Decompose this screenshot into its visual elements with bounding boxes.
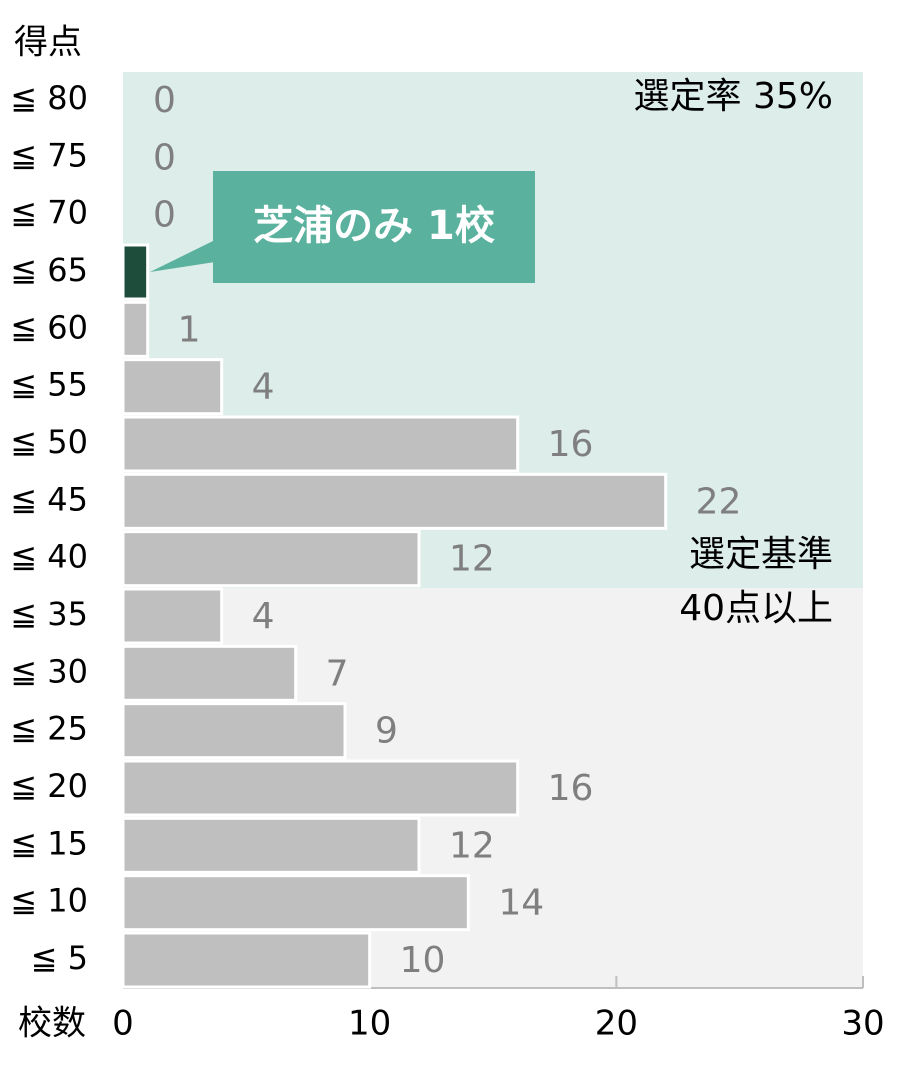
bar bbox=[121, 300, 150, 358]
data-label: 0 bbox=[153, 195, 176, 236]
data-label: 1 bbox=[178, 309, 201, 350]
data-label: 9 bbox=[375, 711, 398, 752]
criteria-annotation: 選定基準 bbox=[689, 534, 833, 575]
y-tick-label: ≦ 40 bbox=[10, 538, 88, 576]
data-label: 4 bbox=[252, 367, 275, 408]
y-tick-label: ≦ 45 bbox=[10, 480, 88, 518]
x-tick-label: 20 bbox=[595, 1004, 638, 1044]
callout-box bbox=[213, 171, 535, 283]
bar bbox=[121, 472, 668, 530]
data-label: 22 bbox=[696, 481, 742, 522]
x-tick-label: 0 bbox=[112, 1004, 134, 1044]
data-label: 12 bbox=[449, 539, 495, 580]
y-tick-label: ≦ 50 bbox=[10, 423, 88, 461]
y-tick-label: ≦ 10 bbox=[10, 882, 88, 920]
data-label: 14 bbox=[498, 883, 544, 924]
y-tick-label: ≦ 5 bbox=[31, 939, 88, 977]
y-tick-label: ≦ 60 bbox=[10, 308, 88, 346]
y-tick-label: ≦ 55 bbox=[10, 366, 88, 404]
y-tick-label: ≦ 70 bbox=[10, 194, 88, 232]
y-tick-label: ≦ 65 bbox=[10, 251, 88, 289]
bar bbox=[121, 702, 347, 760]
data-label: 7 bbox=[326, 653, 349, 694]
rate-annotation: 選定率 35% bbox=[634, 76, 833, 117]
x-tick-label: 30 bbox=[841, 1004, 884, 1044]
data-label: 0 bbox=[153, 137, 176, 178]
y-tick-label: ≦ 15 bbox=[10, 824, 88, 862]
bar bbox=[121, 816, 421, 874]
data-label: 10 bbox=[400, 940, 446, 981]
bar bbox=[121, 358, 224, 416]
bar bbox=[121, 759, 520, 817]
y-tick-label: ≦ 80 bbox=[10, 79, 88, 117]
data-label: 0 bbox=[153, 80, 176, 121]
x-axis-label: 校数 bbox=[18, 1004, 86, 1044]
y-tick-label: ≦ 75 bbox=[10, 136, 88, 174]
bar bbox=[121, 530, 421, 588]
y-tick-label: ≦ 35 bbox=[10, 595, 88, 633]
x-tick-label: 10 bbox=[348, 1004, 391, 1044]
bar bbox=[121, 874, 470, 932]
y-tick-label: ≦ 20 bbox=[10, 767, 88, 805]
data-label: 12 bbox=[449, 825, 495, 866]
bar bbox=[121, 415, 520, 473]
callout-text: 芝浦のみ 1校 bbox=[253, 203, 495, 249]
data-label: 16 bbox=[548, 424, 594, 465]
bar bbox=[121, 644, 298, 702]
data-label: 16 bbox=[548, 768, 594, 809]
y-tick-label: ≦ 25 bbox=[10, 710, 88, 748]
data-label: 4 bbox=[252, 596, 275, 637]
bar bbox=[121, 931, 372, 989]
bar bbox=[121, 587, 224, 645]
callout-pointer bbox=[150, 240, 215, 272]
y-tick-label: ≦ 30 bbox=[10, 652, 88, 690]
criteria-annotation: 40点以上 bbox=[679, 588, 833, 629]
y-axis-label: 得点 bbox=[14, 23, 82, 63]
bar bbox=[121, 243, 150, 301]
